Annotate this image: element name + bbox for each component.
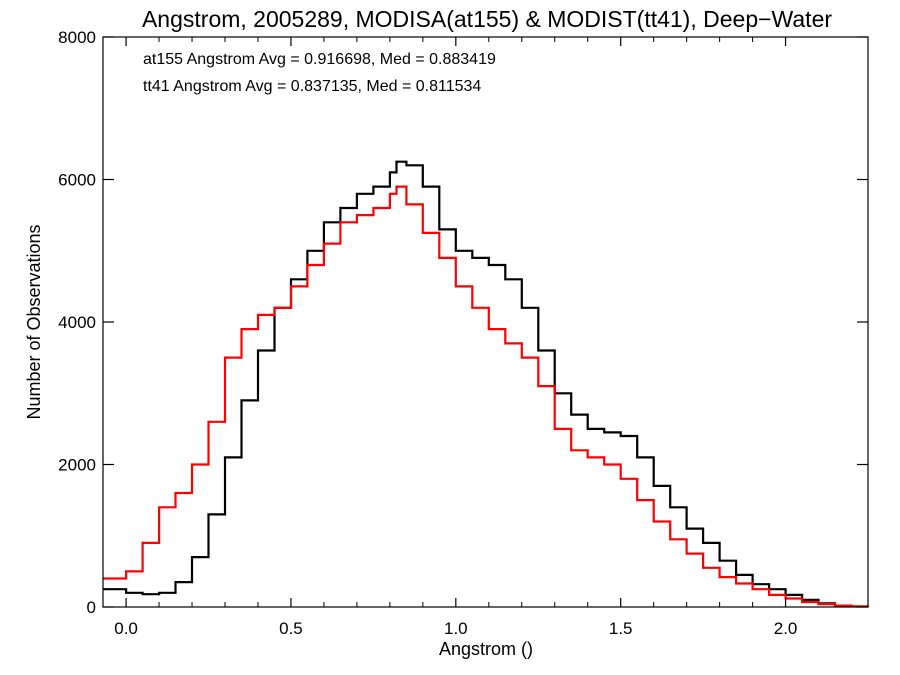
x-tick-label: 1.0 [444,619,468,638]
annotation-tt41: tt41 Angstrom Avg = 0.837135, Med = 0.81… [143,78,481,95]
y-tick-label: 4000 [58,313,96,332]
y-tick-label: 0 [87,598,96,617]
x-axis-label: Angstrom () [439,639,533,659]
x-axis: 0.0 0.5 1.0 1.5 2.0 [114,37,797,638]
y-tick-label: 8000 [58,28,96,47]
x-tick-label: 0.5 [279,619,303,638]
y-axis-label: Number of Observations [24,224,44,419]
series-layer [103,160,870,608]
annotation-at155: at155 Angstrom Avg = 0.916698, Med = 0.8… [143,51,496,68]
x-tick-label: 2.0 [774,619,798,638]
x-tick-label: 0.0 [114,619,138,638]
y-axis: 0 2000 4000 6000 8000 [58,28,868,617]
x-tick-label: 1.5 [609,619,633,638]
plot-frame [102,36,869,608]
y-tick-label: 2000 [58,456,96,475]
series-line-0 [103,160,845,607]
y-tick-label: 6000 [58,171,96,190]
chart-title: Angstrom, 2005289, MODISA(at155) & MODIS… [142,6,832,32]
series-line-1 [103,185,870,608]
